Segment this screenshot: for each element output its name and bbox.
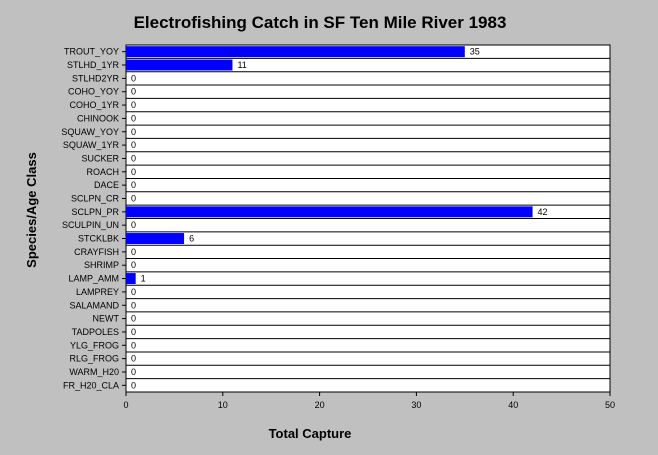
x-tick-label: 50 — [605, 400, 615, 410]
bar-value-label: 6 — [189, 234, 194, 244]
bar-value-label: 0 — [131, 140, 136, 150]
bar-value-label: 0 — [131, 327, 136, 337]
category-label: SHRIMP — [84, 260, 119, 270]
x-tick-label: 10 — [218, 400, 228, 410]
bar-value-label: 0 — [131, 193, 136, 203]
bar-value-label: 0 — [131, 127, 136, 137]
bar-value-label: 0 — [131, 340, 136, 350]
bar — [126, 46, 465, 58]
category-label: WARM_H20 — [69, 367, 119, 377]
bar-value-label: 1 — [141, 274, 146, 284]
bar-value-label: 0 — [131, 314, 136, 324]
category-label: SUCKER — [81, 153, 119, 163]
bar — [126, 233, 185, 244]
category-label: SQUAW_1YR — [63, 140, 120, 150]
category-label: TROUT_YOY — [64, 47, 119, 57]
bar — [126, 206, 533, 218]
bar-value-label: 0 — [131, 367, 136, 377]
bar — [126, 59, 233, 71]
bar-value-label: 0 — [131, 247, 136, 257]
bar-value-label: 0 — [131, 113, 136, 123]
bar-value-label: 0 — [131, 87, 136, 97]
bar-value-label: 0 — [131, 100, 136, 110]
category-label: SCLPN_PR — [71, 207, 119, 217]
category-label: ROACH — [86, 167, 119, 177]
category-label: SCULPIN_UN — [62, 220, 119, 230]
bar-value-label: 0 — [131, 220, 136, 230]
bar-value-label: 42 — [538, 207, 548, 217]
category-label: FR_H20_CLA — [63, 380, 119, 390]
category-label: RLG_FROG — [69, 354, 119, 364]
bar-value-label: 0 — [131, 287, 136, 297]
category-label: STCKLBK — [78, 234, 119, 244]
chart-title: Electrofishing Catch in SF Ten Mile Rive… — [134, 13, 507, 32]
x-tick-label: 20 — [315, 400, 325, 410]
category-label: COHO_YOY — [68, 87, 119, 97]
category-label: DACE — [94, 180, 119, 190]
grid-lines — [126, 57, 610, 380]
category-labels: TROUT_YOY STLHD_1YR STLHD2YR COHO_YOY COHO_1… — [61, 47, 126, 390]
bar-value-label: 0 — [131, 153, 136, 163]
x-axis-title: Total Capture — [269, 426, 352, 441]
bar-value-label: 11 — [237, 60, 246, 70]
category-label: TADPOLES — [72, 327, 119, 337]
x-axis-ticks: 0 10 20 30 40 50 — [123, 392, 615, 410]
x-tick-label: 0 — [123, 400, 128, 410]
category-label: SCLPN_CR — [71, 193, 120, 203]
bar-value-label: 0 — [131, 180, 136, 190]
category-label: SALAMAND — [69, 300, 119, 310]
y-axis-title: Species/Age Class — [24, 152, 39, 268]
category-label: NEWT — [93, 314, 120, 324]
bar-value-label: 0 — [131, 380, 136, 390]
bar-value-label: 0 — [131, 167, 136, 177]
category-label: COHO_1YR — [69, 100, 119, 110]
category-label: YLG_FROG — [70, 340, 119, 350]
bar-value-label: 0 — [131, 354, 136, 364]
category-label: CHINOOK — [77, 113, 119, 123]
category-label: STLHD2YR — [72, 73, 120, 83]
bar-value-label: 35 — [470, 47, 480, 57]
category-label: CRAYFISH — [74, 247, 119, 257]
x-tick-label: 30 — [411, 400, 421, 410]
category-label: SQUAW_YOY — [61, 127, 119, 137]
bar-value-label: 0 — [131, 260, 136, 270]
bar-value-label: 0 — [131, 300, 136, 310]
bar-value-label: 0 — [131, 73, 136, 83]
x-tick-label: 40 — [508, 400, 518, 410]
category-label: LAMP_AMM — [68, 274, 119, 284]
category-label: LAMPREY — [76, 287, 119, 297]
category-label: STLHD_1YR — [67, 60, 120, 70]
bar — [126, 273, 136, 285]
